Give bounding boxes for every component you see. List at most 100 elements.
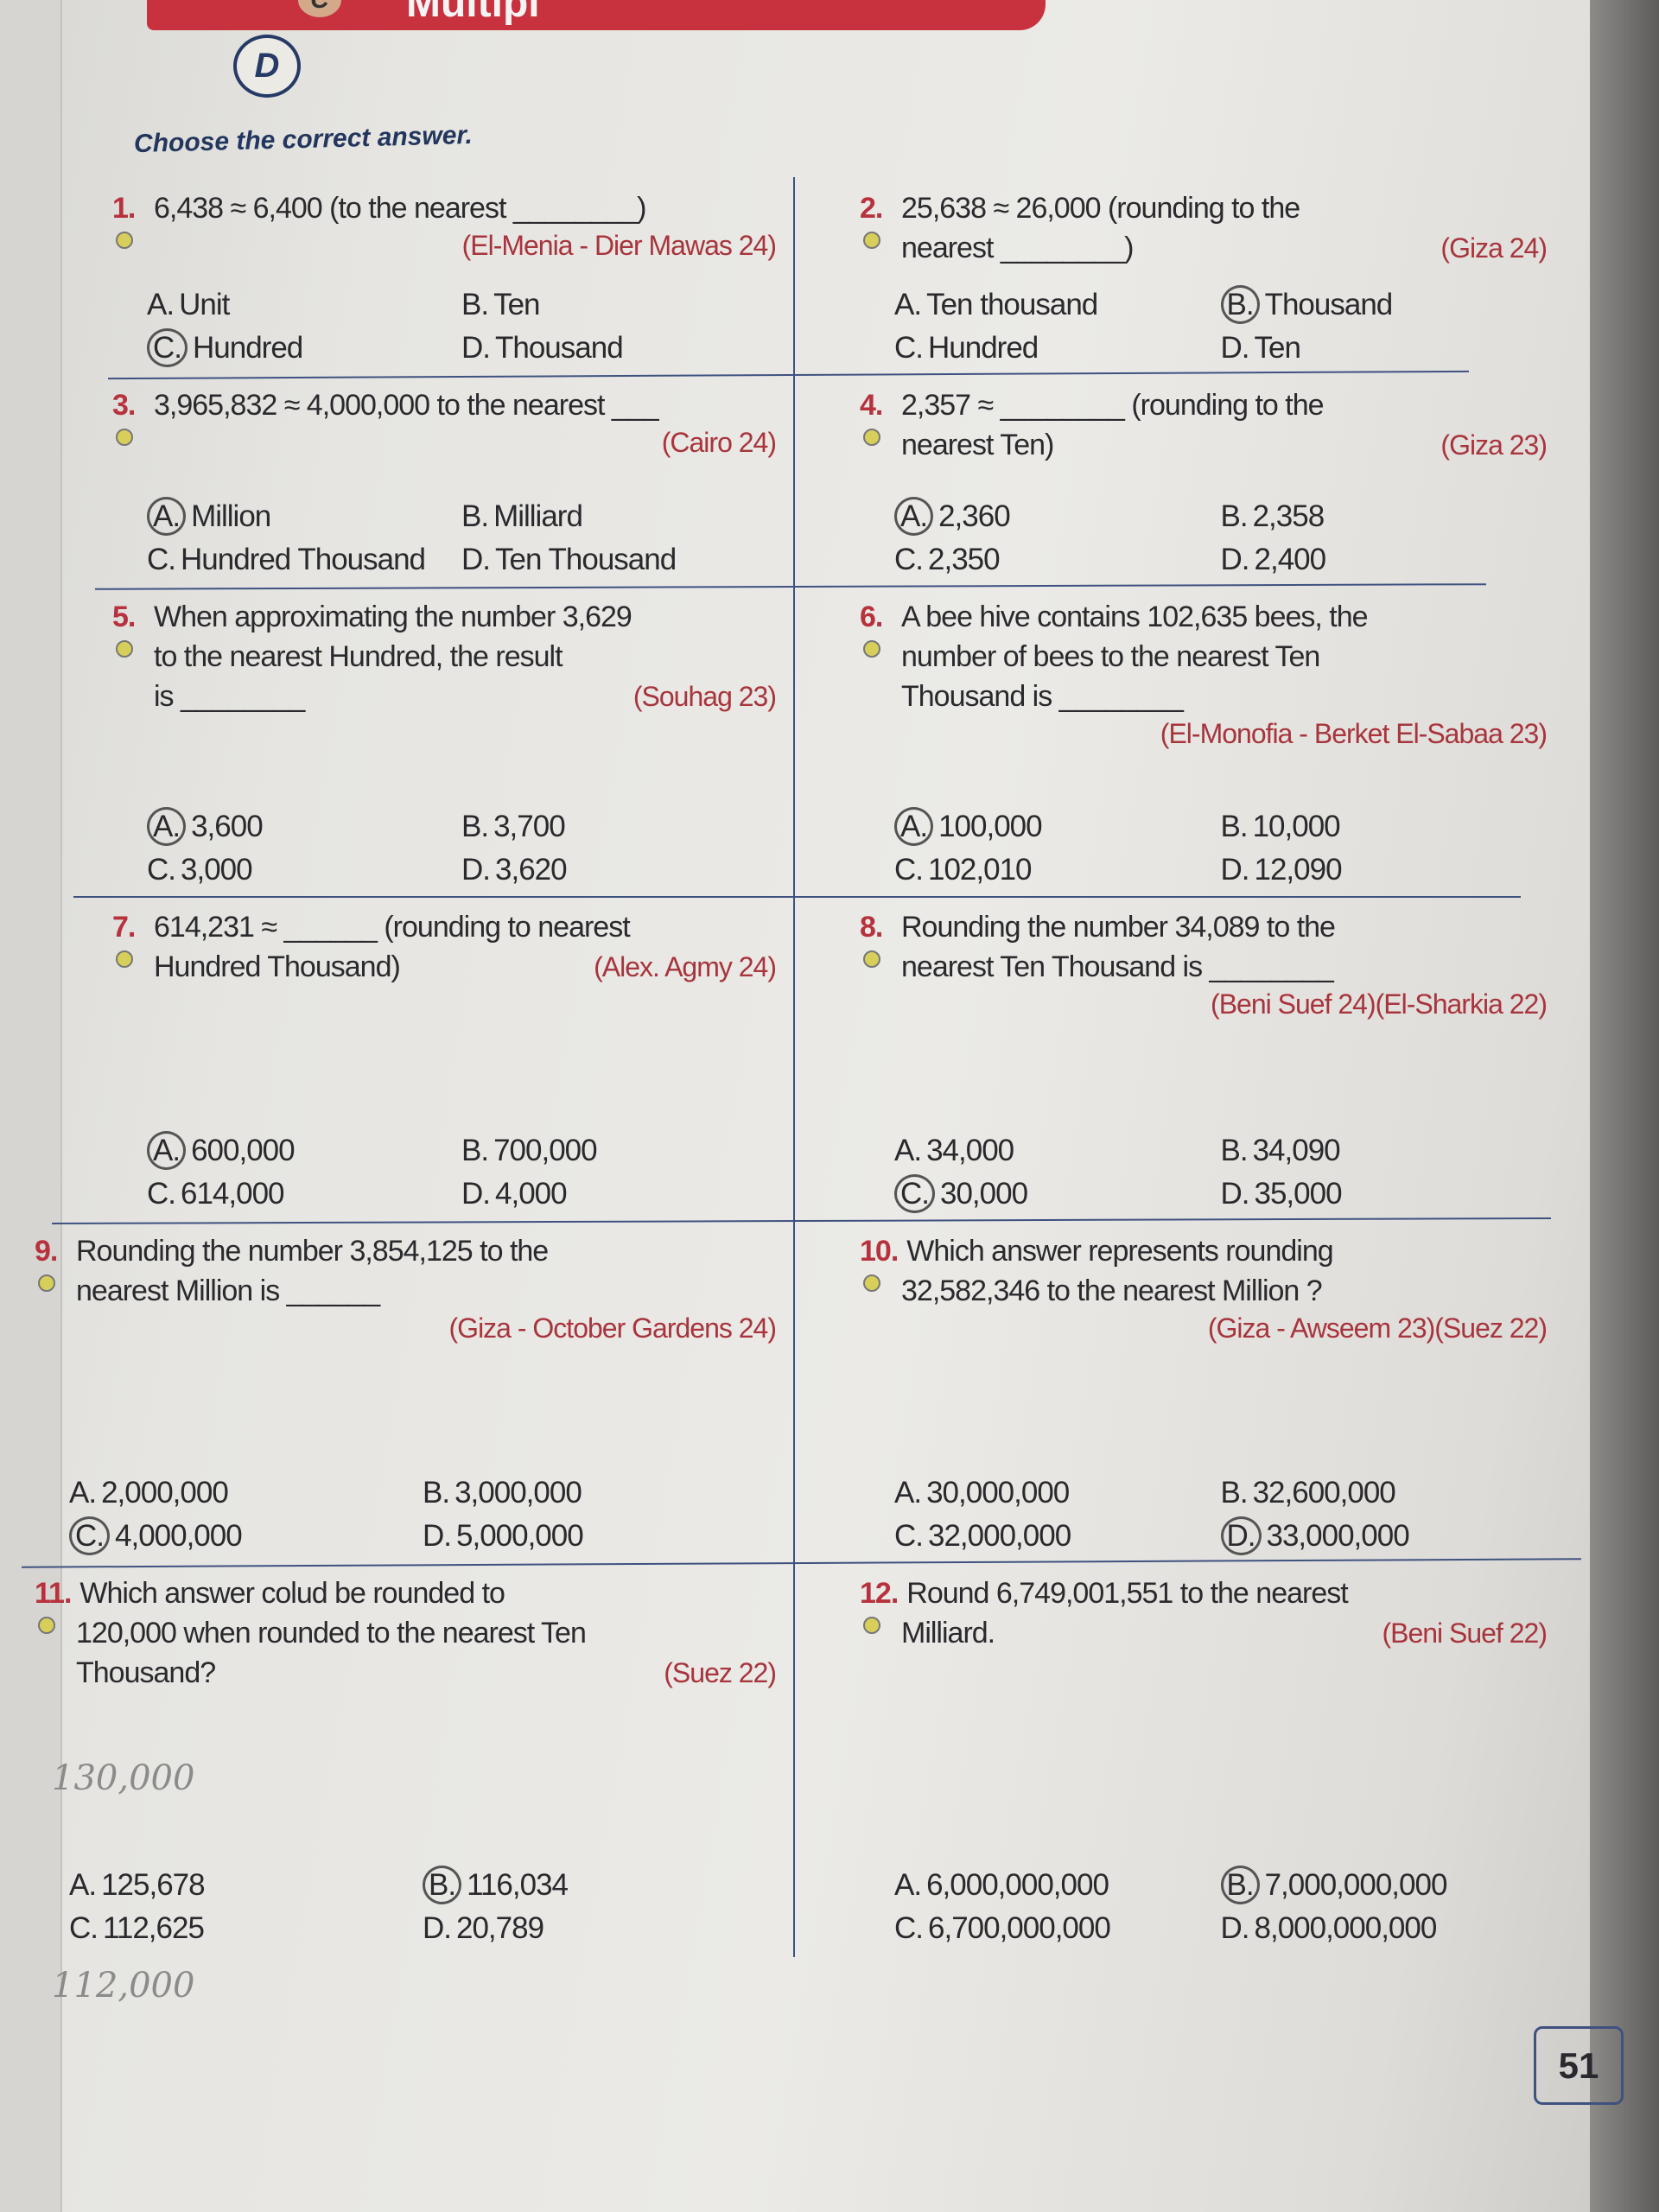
answer-option-b[interactable]: B. 3,700 <box>461 808 776 846</box>
answer-option-c[interactable]: C. 3,000 <box>147 851 461 889</box>
answer-option-a[interactable]: A. 100,000 <box>894 807 1221 846</box>
answer-option-b[interactable]: B. 2,358 <box>1221 498 1548 536</box>
option-text: 112,625 <box>103 1911 205 1945</box>
option-letter: A. <box>894 497 934 536</box>
answer-option-c[interactable]: C. 6,700,000,000 <box>894 1910 1221 1948</box>
option-letter: C. <box>147 1177 176 1211</box>
option-text: 600,000 <box>191 1134 296 1167</box>
option-text: Milliard <box>493 499 583 533</box>
answer-option-d[interactable]: D. Ten Thousand <box>461 541 776 579</box>
exam-source: (Beni Suef 22) <box>1382 1618 1548 1649</box>
answer-option-c[interactable]: C. 2,350 <box>894 541 1221 579</box>
answer-option-c[interactable]: C. 32,000,000 <box>894 1517 1221 1555</box>
question-12: 12. Round 6,749,001,551 to the nearest Mil… <box>842 1567 1564 1955</box>
option-letter: B. <box>1220 1866 1260 1904</box>
answer-option-d[interactable]: D. Ten <box>1221 329 1548 367</box>
answer-option-d[interactable]: D. 20,789 <box>423 1910 776 1948</box>
question-text: A bee hive contains 102,635 bees, the <box>901 601 1369 633</box>
option-text: 700,000 <box>493 1134 598 1167</box>
option-text: 20,789 <box>456 1911 544 1945</box>
answer-option-b[interactable]: B. 3,000,000 <box>423 1474 776 1512</box>
answer-option-d[interactable]: D. 5,000,000 <box>423 1517 776 1555</box>
answer-option-a[interactable]: A. 2,000,000 <box>69 1474 423 1512</box>
answer-option-a[interactable]: A. Ten thousand <box>894 286 1221 324</box>
question-text: 25,638 ≈ 26,000 (rounding to the <box>901 192 1300 225</box>
bullet-dot-icon <box>863 950 880 968</box>
answer-options: A. Million B. Milliard C. Hundred Thousand D. T… <box>112 497 776 579</box>
exam-source: (Beni Suef 24)(El-Sharkia 22) <box>1211 988 1548 1020</box>
question-text-line: 4. 2,357 ≈ ________ (rounding to the <box>860 385 1547 425</box>
option-text: 2,000,000 <box>101 1476 229 1510</box>
answer-option-a[interactable]: A. 2,360 <box>894 497 1221 536</box>
question-text: When approximating the number 3,629 <box>154 601 632 633</box>
answer-option-d[interactable]: D. 8,000,000,000 <box>1221 1910 1548 1948</box>
answer-option-c[interactable]: C. 112,625 <box>69 1910 423 1948</box>
option-letter: A. <box>894 807 934 846</box>
option-letter: C. <box>69 1911 99 1945</box>
option-letter: B. <box>461 1134 489 1167</box>
answer-option-b[interactable]: B. 116,034 <box>423 1866 776 1904</box>
answer-option-c[interactable]: C. 4,000,000 <box>69 1516 423 1555</box>
option-letter: A. <box>894 1476 922 1510</box>
option-letter: D. <box>461 853 491 887</box>
answer-option-a[interactable]: A. 3,600 <box>147 807 461 846</box>
answer-option-c[interactable]: C. Hundred Thousand <box>147 541 461 579</box>
answer-option-a[interactable]: A. Unit <box>147 286 461 324</box>
question-number: 3. <box>112 389 136 422</box>
question-text-line: 6. A bee hive contains 102,635 bees, the <box>860 597 1547 637</box>
option-text: 32,600,000 <box>1252 1476 1396 1510</box>
answer-option-c[interactable]: C. Hundred <box>894 329 1221 367</box>
banner-title: Multipl <box>406 0 540 26</box>
answer-option-b[interactable]: B. Ten <box>461 286 776 324</box>
bullet-dot-icon <box>38 1617 55 1634</box>
option-letter: A. <box>147 807 187 846</box>
answer-option-a[interactable]: A. Million <box>147 497 461 536</box>
answer-option-c[interactable]: C. 30,000 <box>894 1174 1221 1213</box>
option-text: 100,000 <box>938 810 1043 843</box>
answer-option-b[interactable]: B. 10,000 <box>1221 808 1548 846</box>
question-text-line: 3. 3,965,832 ≈ 4,000,000 to the nearest _… <box>112 385 776 425</box>
option-text: 3,000 <box>181 853 253 887</box>
answer-option-a[interactable]: A. 125,678 <box>69 1866 423 1904</box>
answer-option-c[interactable]: C. 102,010 <box>894 851 1221 889</box>
answer-option-d[interactable]: D. 33,000,000 <box>1220 1516 1548 1555</box>
answer-option-c[interactable]: C. 614,000 <box>147 1175 461 1213</box>
option-letter: B. <box>423 1866 462 1904</box>
option-text: 12,090 <box>1254 853 1343 887</box>
question-text-line: Milliard. (Beni Suef 22) <box>860 1613 1548 1653</box>
option-letter: D. <box>423 1911 452 1945</box>
question-text: Which answer represents rounding <box>906 1235 1333 1268</box>
answer-option-b[interactable]: B. Milliard <box>461 498 776 536</box>
exam-source: (El-Menia - Dier Mawas 24) <box>461 230 777 261</box>
option-text: 2,360 <box>938 499 1011 533</box>
answer-option-d[interactable]: D. 35,000 <box>1221 1175 1548 1213</box>
answer-option-c[interactable]: C. Hundred <box>147 328 461 367</box>
question-text-line: Thousand is ________ <box>860 677 1547 716</box>
exam-source: (Giza 23) <box>1440 429 1548 461</box>
question-number: 4. <box>860 389 883 422</box>
answer-option-d[interactable]: D. 4,000 <box>461 1175 776 1213</box>
answer-option-d[interactable]: D. 12,090 <box>1221 851 1548 889</box>
answer-option-a[interactable]: A. 34,000 <box>894 1132 1221 1170</box>
option-letter: D. <box>1220 543 1250 576</box>
answer-option-a[interactable]: A. 30,000,000 <box>894 1474 1221 1512</box>
option-letter: B. <box>423 1476 450 1510</box>
answer-option-a[interactable]: A. 6,000,000,000 <box>894 1866 1221 1904</box>
answer-option-b[interactable]: B. 700,000 <box>461 1132 776 1170</box>
bullet-dot-icon <box>38 1274 55 1292</box>
answer-option-d[interactable]: D. Thousand <box>461 329 776 367</box>
answer-option-d[interactable]: D. 3,620 <box>461 851 776 889</box>
question-text: Thousand is ________ <box>901 680 1184 713</box>
bullet-dot-icon <box>863 232 880 249</box>
answer-option-b[interactable]: B. 34,090 <box>1221 1132 1548 1170</box>
answer-option-d[interactable]: D. 2,400 <box>1221 541 1548 579</box>
question-10: 10. Which answer represents rounding 32,58… <box>842 1224 1564 1562</box>
answer-options: A. 34,000 B. 34,090 C. 30,000 D. 35,000 <box>860 1132 1547 1213</box>
answer-option-b[interactable]: B. 32,600,000 <box>1221 1474 1548 1512</box>
answer-option-a[interactable]: A. 600,000 <box>147 1131 461 1170</box>
answer-option-b[interactable]: B. 7,000,000,000 <box>1220 1866 1548 1904</box>
option-letter: D. <box>1220 1911 1250 1945</box>
option-letter: C. <box>894 1911 924 1945</box>
question-9: 9. Rounding the number 3,854,125 to the ne… <box>17 1224 793 1562</box>
answer-option-b[interactable]: B. Thousand <box>1220 285 1548 324</box>
